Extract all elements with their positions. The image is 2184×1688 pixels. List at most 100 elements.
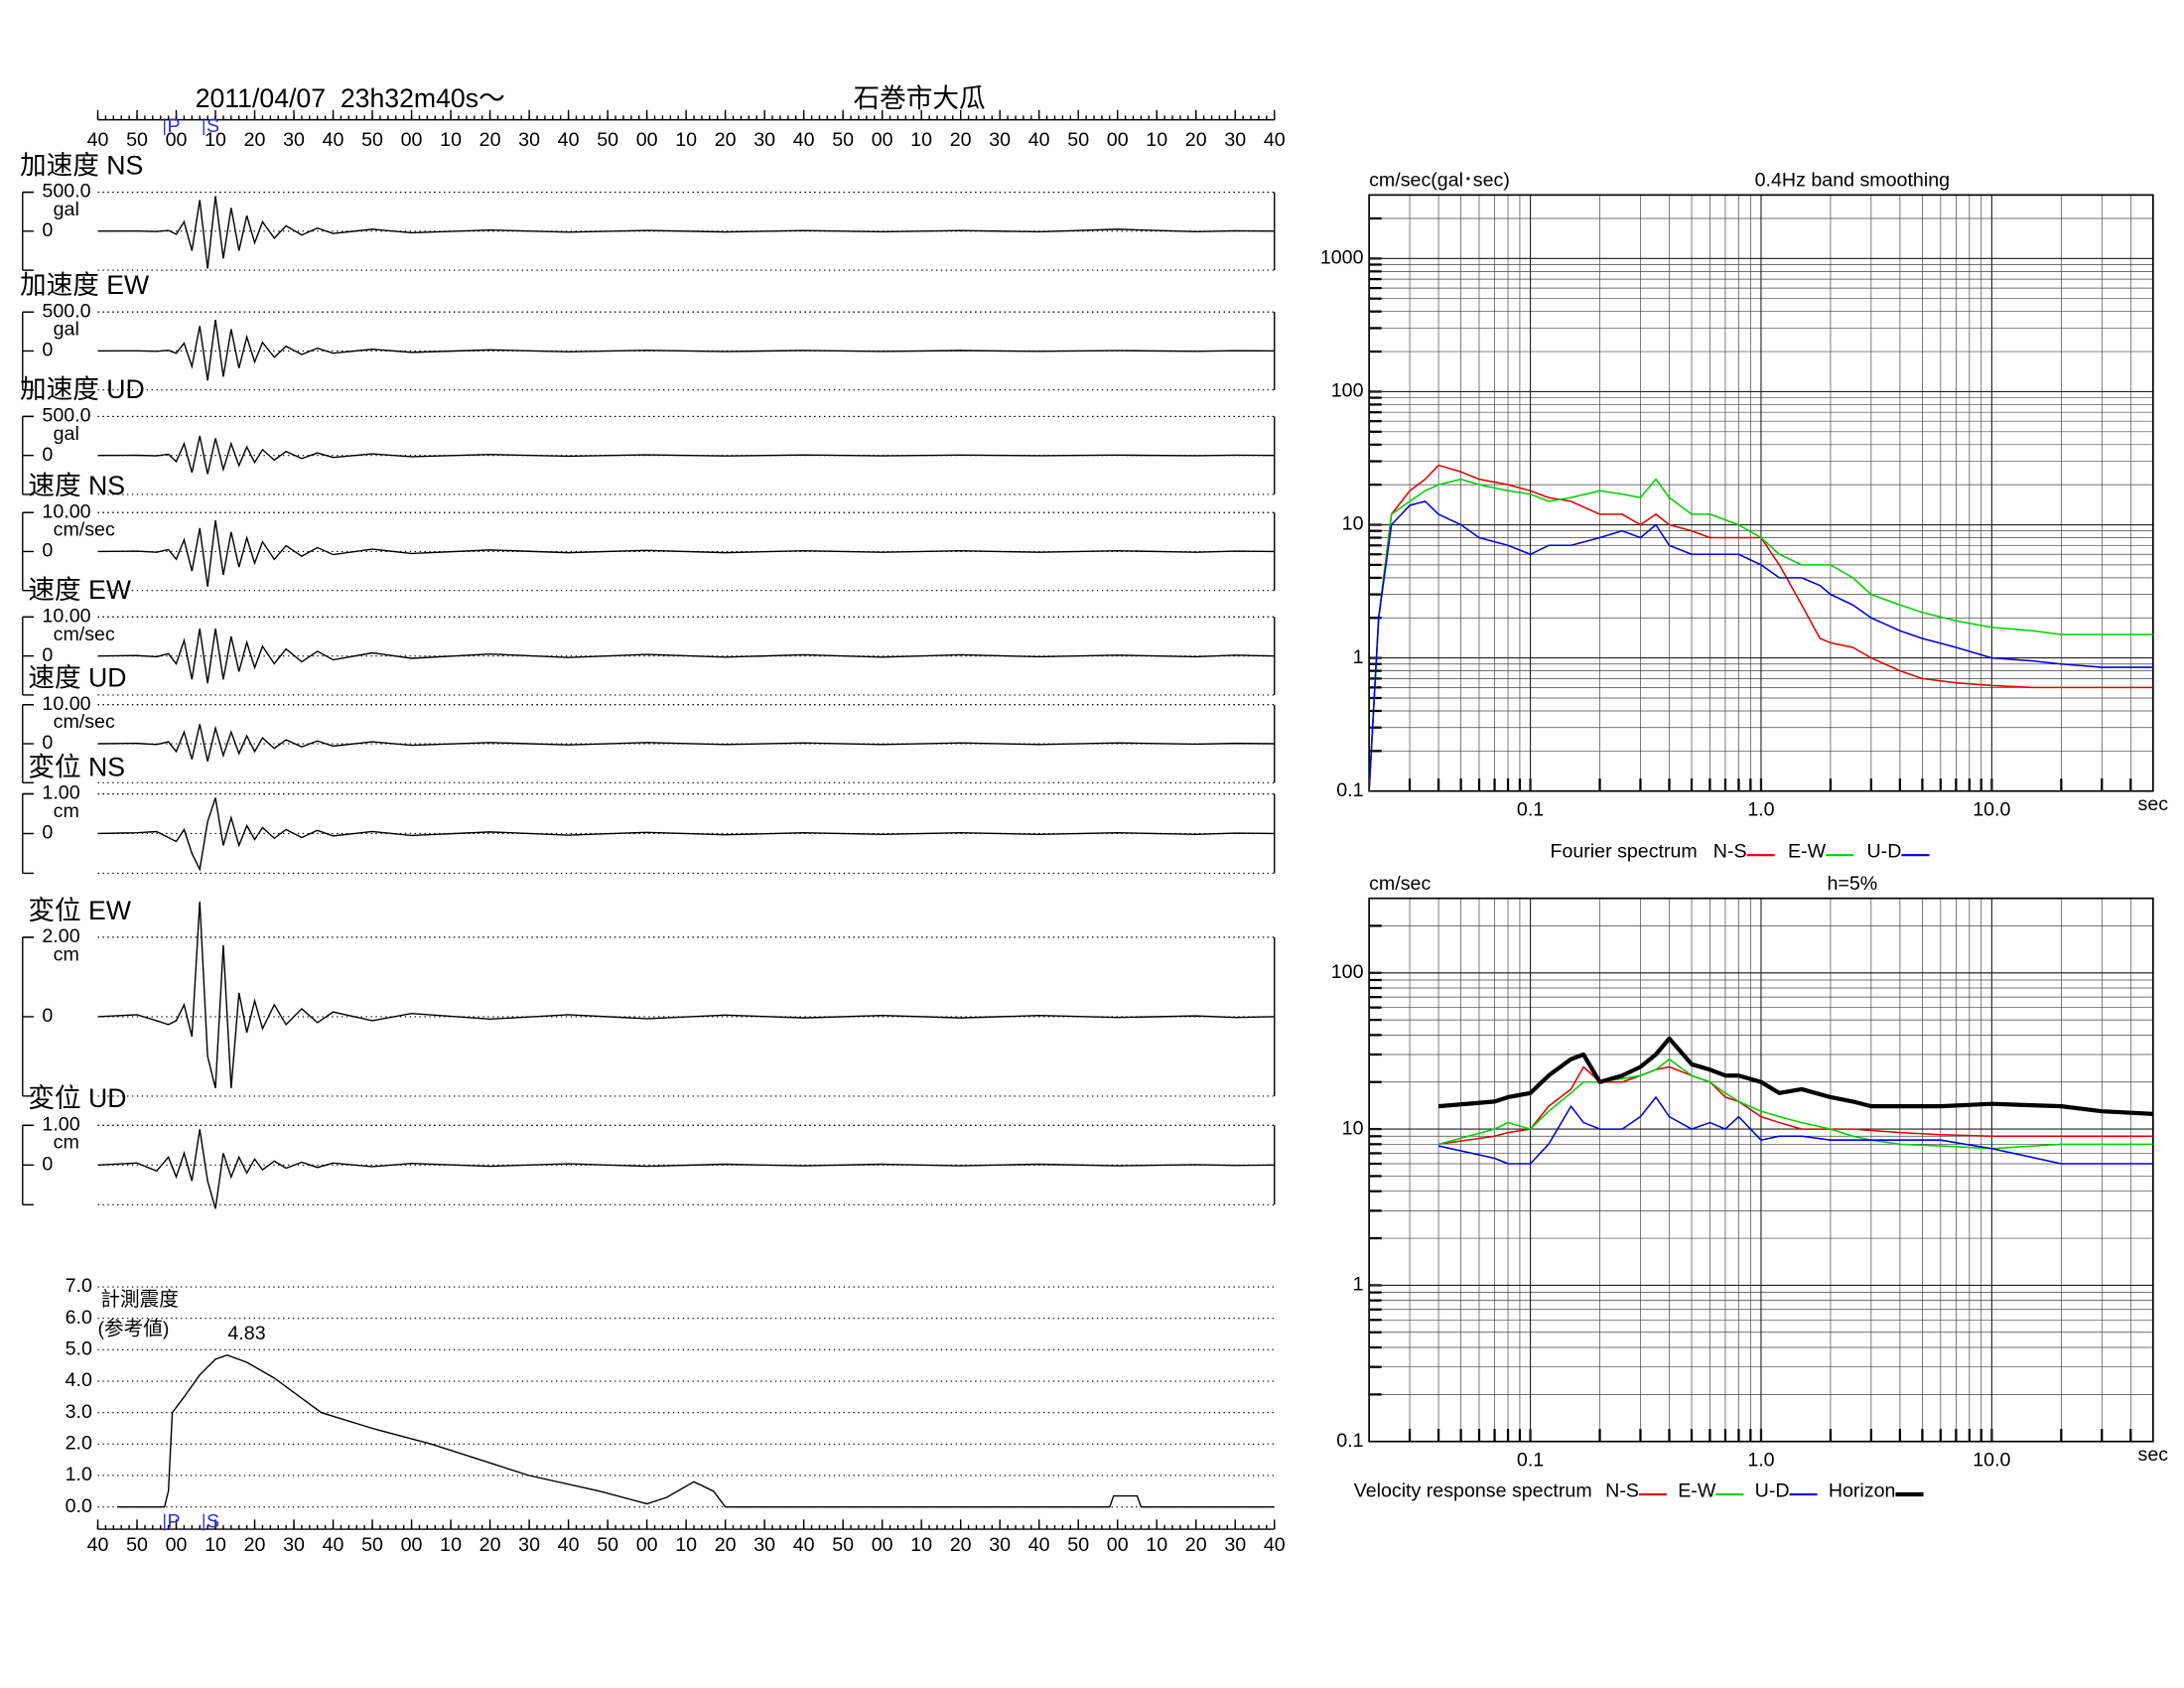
x-tick-label: 10 — [910, 129, 932, 151]
spectrum-line — [1437, 1065, 2153, 1146]
x-tick-label: 50 — [1067, 1534, 1089, 1556]
y-unit: cm/sec(gal･sec) — [1369, 170, 1510, 192]
x-tick-label: 00 — [872, 129, 893, 151]
legend-label: E-W — [1678, 1479, 1716, 1501]
y-tick-label: 500.0 — [42, 181, 90, 203]
spectrum-line — [1437, 1036, 2153, 1116]
y-tick-label: 4.0 — [66, 1369, 92, 1391]
chart-subtitle: h=5% — [1827, 873, 1877, 895]
chart-title: 2011/04/07 23h32m40s～ — [196, 83, 505, 113]
x-unit: sec — [2138, 1444, 2169, 1466]
panel-label: 速度 UD — [28, 663, 126, 693]
unit-label: cm/sec — [54, 519, 115, 541]
x-tick-label: 10 — [205, 1534, 226, 1556]
x-tick-label: 00 — [166, 129, 188, 151]
legend-label: U-D — [1755, 1479, 1790, 1501]
x-tick-label: 0.1 — [1517, 799, 1544, 821]
x-tick-label: 40 — [1028, 1534, 1050, 1556]
trace — [97, 519, 1275, 587]
y-tick-label: 100 — [1331, 380, 1364, 402]
trace — [97, 319, 1275, 381]
legend-label: N-S — [1713, 841, 1747, 863]
plot-frame — [1368, 897, 2154, 1443]
x-tick-label: 00 — [636, 129, 658, 151]
y-tick-label: 1.0 — [66, 1464, 92, 1485]
y-tick-label: 0 — [42, 540, 53, 562]
x-tick-label: 00 — [1107, 1534, 1129, 1556]
x-tick-label: 40 — [793, 129, 815, 151]
x-tick-label: 50 — [597, 1534, 618, 1556]
unit-label: cm — [54, 1132, 79, 1154]
x-tick-label: 10 — [1146, 1534, 1167, 1556]
x-tick-label: 00 — [166, 1534, 188, 1556]
panel-label: 加速度 NS — [20, 150, 143, 180]
unit-label: gal — [54, 423, 79, 445]
spectrum-line — [1369, 478, 2153, 791]
x-tick-label: 10.0 — [1973, 799, 2010, 821]
x-tick-label: 30 — [989, 1534, 1011, 1556]
x-tick-label: 00 — [401, 129, 423, 151]
spectrum-line — [1369, 500, 2153, 791]
x-tick-label: 20 — [1185, 1534, 1207, 1556]
spectrum-line — [1437, 1057, 2153, 1150]
x-tick-label: 10 — [440, 129, 462, 151]
y-tick-label: 10.00 — [42, 606, 90, 628]
y-tick-label: 0 — [42, 732, 53, 754]
panel-label: 速度 EW — [28, 575, 131, 605]
x-tick-label: 10 — [675, 129, 697, 151]
y-tick-label: 500.0 — [42, 300, 90, 322]
x-tick-label: 10 — [1146, 129, 1167, 151]
intensity-line — [117, 1353, 1275, 1508]
y-tick-label: 100 — [1331, 961, 1364, 983]
x-tick-label: 10 — [440, 1534, 462, 1556]
y-tick-label: 10.00 — [42, 693, 90, 715]
spectrum-line — [1437, 1096, 2153, 1165]
x-tick-label: 30 — [753, 1534, 775, 1556]
panel-label: 変位 EW — [28, 896, 131, 925]
trace — [97, 724, 1275, 762]
x-tick-label: 10 — [205, 129, 226, 151]
phase-label: P — [167, 115, 180, 137]
y-tick-label: 1 — [1353, 1274, 1364, 1296]
x-tick-label: 50 — [832, 129, 854, 151]
x-tick-label: 30 — [1224, 1534, 1246, 1556]
y-tick-label: 6.0 — [66, 1307, 92, 1329]
x-tick-label: 30 — [283, 129, 305, 151]
y-tick-label: 1 — [1353, 646, 1364, 668]
panel-label: 加速度 UD — [20, 374, 145, 404]
y-tick-label: 0 — [42, 644, 53, 666]
x-tick-label: 10 — [675, 1534, 697, 1556]
x-tick-label: 1.0 — [1747, 799, 1774, 821]
x-tick-label: 30 — [1224, 129, 1246, 151]
peak-label: 4.83 — [227, 1323, 265, 1344]
panel-label: 変位 UD — [28, 1083, 126, 1113]
trace — [97, 797, 1275, 872]
x-tick-label: 00 — [636, 1534, 658, 1556]
x-tick-label: 30 — [518, 129, 540, 151]
x-tick-label: 50 — [361, 1534, 383, 1556]
unit-label: cm — [54, 943, 79, 965]
x-tick-label: 50 — [832, 1534, 854, 1556]
y-tick-label: 10 — [1342, 1117, 1364, 1139]
x-tick-label: 40 — [558, 129, 580, 151]
trace — [97, 1129, 1275, 1209]
x-tick-label: 40 — [323, 1534, 344, 1556]
x-tick-label: 40 — [793, 1534, 815, 1556]
y-tick-label: 5.0 — [66, 1338, 92, 1360]
y-tick-label: 0 — [42, 444, 53, 466]
y-tick-label: 0 — [42, 340, 53, 361]
unit-label: gal — [54, 199, 79, 220]
x-tick-label: 40 — [87, 129, 109, 151]
trace — [97, 901, 1275, 1089]
panel-label: 変位 NS — [28, 752, 125, 781]
x-tick-label: 20 — [479, 1534, 501, 1556]
x-tick-label: 10.0 — [1973, 1450, 2010, 1472]
y-tick-label: 7.0 — [66, 1275, 92, 1297]
y-tick-label: 1.00 — [42, 782, 79, 804]
y-tick-label: 3.0 — [66, 1401, 92, 1423]
legend-label: N-S — [1605, 1479, 1639, 1501]
x-tick-label: 50 — [126, 129, 148, 151]
x-tick-label: 40 — [87, 1534, 109, 1556]
x-tick-label: 00 — [872, 1534, 893, 1556]
